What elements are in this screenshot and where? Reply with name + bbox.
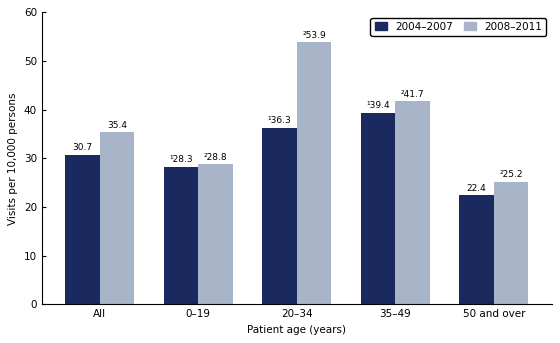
Bar xyxy=(100,132,134,304)
Bar xyxy=(198,164,232,304)
Legend: 2004–2007, 2008–2011: 2004–2007, 2008–2011 xyxy=(370,17,547,36)
X-axis label: Patient age (years): Patient age (years) xyxy=(248,325,346,335)
Bar xyxy=(164,167,198,304)
Text: ²41.7: ²41.7 xyxy=(401,90,424,99)
Bar xyxy=(297,42,332,304)
Text: ¹36.3: ¹36.3 xyxy=(268,116,291,125)
Y-axis label: Visits per 10,000 persons: Visits per 10,000 persons xyxy=(8,92,18,225)
Bar xyxy=(459,195,494,304)
Text: 22.4: 22.4 xyxy=(467,184,487,193)
Bar xyxy=(65,155,100,304)
Text: 35.4: 35.4 xyxy=(107,121,127,130)
Bar xyxy=(494,182,529,304)
Text: ²28.8: ²28.8 xyxy=(204,153,227,162)
Text: ¹39.4: ¹39.4 xyxy=(366,101,390,110)
Text: ¹28.3: ¹28.3 xyxy=(169,155,193,164)
Text: ²25.2: ²25.2 xyxy=(500,170,523,179)
Bar xyxy=(395,102,430,304)
Text: 30.7: 30.7 xyxy=(72,143,92,152)
Bar xyxy=(361,113,395,304)
Text: ²53.9: ²53.9 xyxy=(302,31,326,39)
Bar xyxy=(262,128,297,304)
